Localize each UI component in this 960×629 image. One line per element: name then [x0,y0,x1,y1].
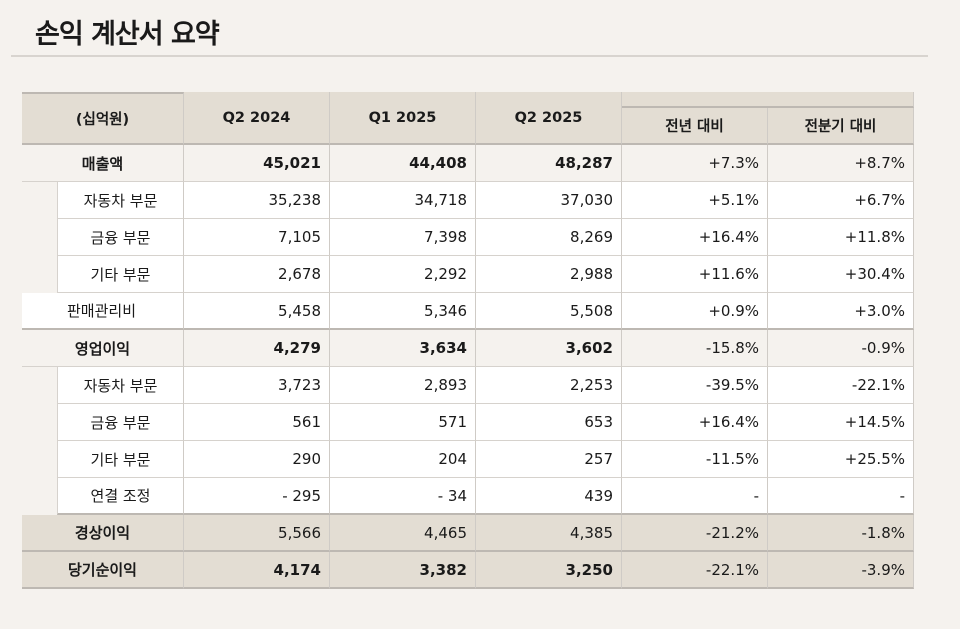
table-cell: 3,382 [330,552,476,589]
table-cell: -15.8% [622,330,768,367]
unit-label-header: (십억원) [22,92,184,145]
table-cell: - [622,478,768,515]
column-header: 전분기 대비 [768,108,914,145]
table-cell: 45,021 [184,145,330,182]
row-label: 당기순이익 [22,552,184,589]
table-cell: -3.9% [768,552,914,589]
column-header: Q2 2024 [184,92,330,145]
table-cell: 3,723 [184,367,330,404]
table-cell: 257 [476,441,622,478]
table-cell: - 295 [184,478,330,515]
table-cell: +11.6% [622,256,768,293]
row-label: 자동차 부문 [57,182,184,219]
table-cell: 2,292 [330,256,476,293]
table-cell: 290 [184,441,330,478]
table-cell: +16.4% [622,219,768,256]
column-header: Q1 2025 [330,92,476,145]
table-cell: -39.5% [622,367,768,404]
table-cell: +25.5% [768,441,914,478]
table-cell: 4,174 [184,552,330,589]
table-cell: +11.8% [768,219,914,256]
table-cell: -21.2% [622,515,768,552]
table-cell: 561 [184,404,330,441]
table-cell: 2,253 [476,367,622,404]
row-label: 연결 조정 [57,478,184,515]
table-cell: 2,678 [184,256,330,293]
table-cell: 7,105 [184,219,330,256]
table-cell: 2,893 [330,367,476,404]
table-cell: 5,508 [476,293,622,330]
table-cell: 3,634 [330,330,476,367]
table-cell: 4,465 [330,515,476,552]
table-cell: 5,566 [184,515,330,552]
column-header: Q2 2025 [476,92,622,145]
table-cell: 653 [476,404,622,441]
table-cell: 35,238 [184,182,330,219]
table-cell: 44,408 [330,145,476,182]
table-cell: +16.4% [622,404,768,441]
table-cell: -22.1% [622,552,768,589]
table-cell: +0.9% [622,293,768,330]
row-label: 금융 부문 [57,404,184,441]
table-cell: 204 [330,441,476,478]
table-cell: -22.1% [768,367,914,404]
table-cell: +8.7% [768,145,914,182]
table-cell: -11.5% [622,441,768,478]
table-cell: - [768,478,914,515]
table-cell: 2,988 [476,256,622,293]
table-cell: 8,269 [476,219,622,256]
table-cell: 4,385 [476,515,622,552]
table-cell: 3,250 [476,552,622,589]
table-cell: +5.1% [622,182,768,219]
table-cell: 4,279 [184,330,330,367]
table-cell: +6.7% [768,182,914,219]
row-label: 매출액 [22,145,184,182]
row-label: 자동차 부문 [57,367,184,404]
table-cell: 34,718 [330,182,476,219]
table-cell: +14.5% [768,404,914,441]
page-title: 손익 계산서 요약 [35,19,220,50]
table-cell: +3.0% [768,293,914,330]
title-divider [11,55,928,57]
table-cell: -1.8% [768,515,914,552]
row-label: 기타 부문 [57,441,184,478]
table-cell: - 34 [330,478,476,515]
comparison-header-band [622,92,914,108]
table-cell: -0.9% [768,330,914,367]
row-label: 판매관리비 [22,293,184,330]
table-cell: +30.4% [768,256,914,293]
table-cell: 37,030 [476,182,622,219]
table-cell: 439 [476,478,622,515]
table-cell: 5,458 [184,293,330,330]
table-cell: +7.3% [622,145,768,182]
table-cell: 571 [330,404,476,441]
table-cell: 48,287 [476,145,622,182]
row-label: 경상이익 [22,515,184,552]
column-header: 전년 대비 [622,108,768,145]
row-label: 금융 부문 [57,219,184,256]
table-cell: 5,346 [330,293,476,330]
row-label: 영업이익 [22,330,184,367]
table-cell: 7,398 [330,219,476,256]
row-label: 기타 부문 [57,256,184,293]
table-cell: 3,602 [476,330,622,367]
